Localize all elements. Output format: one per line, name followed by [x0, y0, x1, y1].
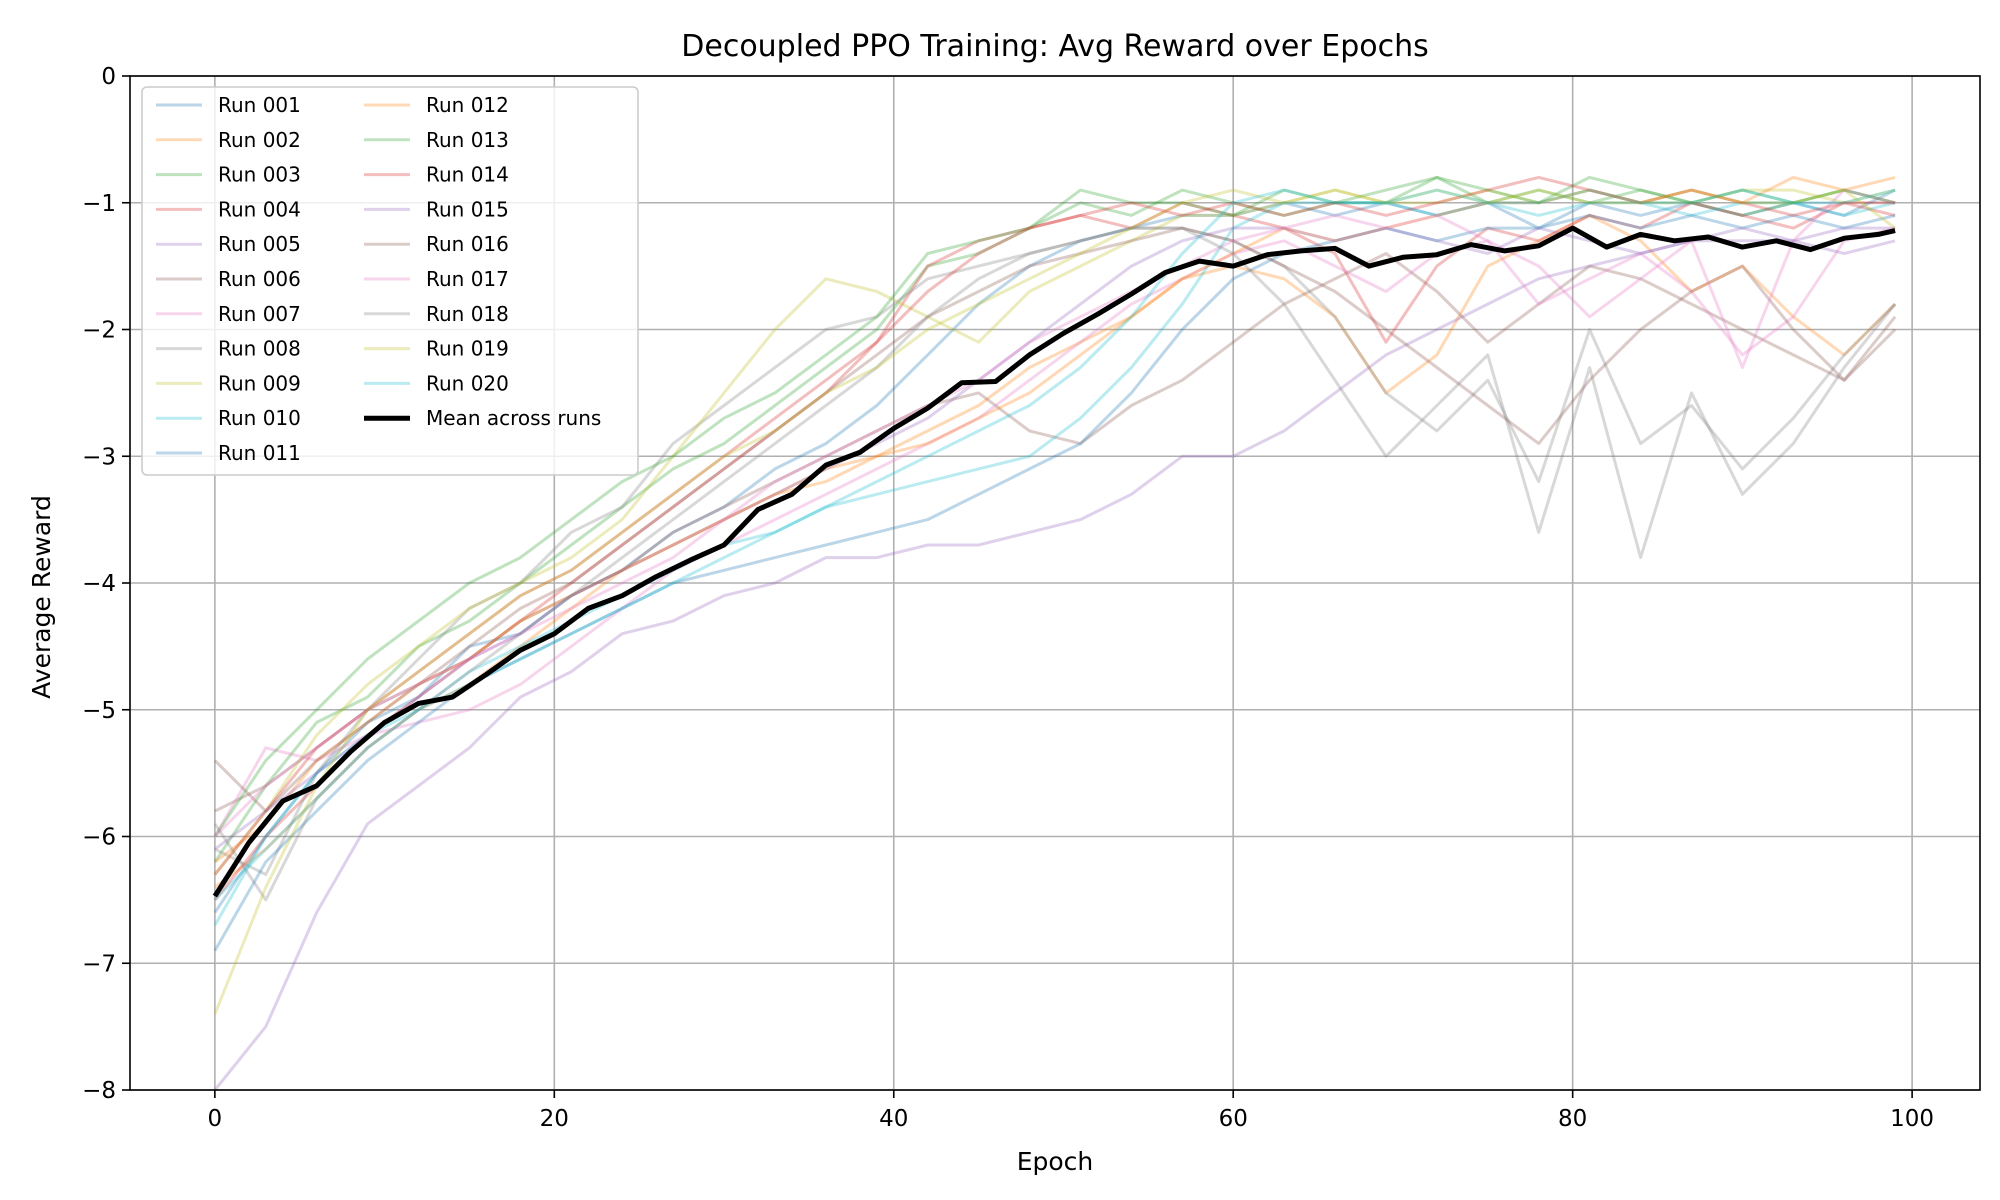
series-line-run-001: [213, 188, 1896, 914]
legend-label: Run 006: [218, 267, 301, 291]
y-tick-label: −5: [82, 698, 116, 724]
legend-label: Run 017: [426, 267, 509, 291]
series-line-run-018: [213, 226, 1897, 902]
x-tick-label: 40: [879, 1106, 908, 1132]
series-layer: [212, 175, 1897, 1091]
y-tick-label: 0: [101, 64, 116, 90]
chart-title: Decoupled PPO Training: Avg Reward over …: [681, 29, 1428, 64]
legend-label: Run 013: [426, 128, 509, 152]
y-axis: 0 −1 −2 −3 −4 −5 −6 −7 −8: [82, 64, 130, 1104]
series-line-run-017: [213, 188, 1896, 838]
legend-label: Run 004: [218, 197, 301, 221]
series-line-run-009: [213, 188, 1896, 876]
legend-label: Run 012: [426, 93, 509, 117]
series-line-run-012: [214, 175, 1896, 864]
x-tick-label: 80: [1558, 1106, 1587, 1132]
legend-label: Run 014: [426, 163, 509, 187]
x-tick-label: 20: [540, 1106, 569, 1132]
legend-label: Run 009: [218, 371, 301, 395]
series-line-run-004: [213, 201, 1896, 901]
x-axis: 0 20 40 60 80 100: [208, 1090, 1934, 1132]
legend-label: Run 020: [426, 371, 509, 395]
series-line-run-003: [213, 175, 1896, 863]
series-line-mean: [212, 225, 1896, 898]
x-tick-label: 0: [208, 1106, 223, 1132]
legend-label: Run 019: [426, 337, 509, 361]
x-axis-label: Epoch: [1017, 1147, 1094, 1176]
legend-box: [141, 86, 639, 476]
legend: Run 001 Run 002 Run 003 Run 004 Run 005 Run 0…: [141, 86, 639, 476]
series-line-run-010: [213, 201, 1896, 926]
legend-label: Run 018: [426, 302, 509, 326]
legend-label: Run 010: [218, 406, 301, 430]
x-tick-label: 60: [1219, 1106, 1248, 1132]
series-line-run-015: [214, 226, 1896, 851]
legend-label: Mean across runs: [426, 406, 601, 430]
legend-label: Run 016: [426, 232, 509, 256]
y-axis-label: Average Reward: [27, 495, 56, 699]
x-tick-label: 100: [1890, 1106, 1934, 1132]
series-line-run-019: [213, 188, 1896, 1015]
legend-label: Run 005: [218, 232, 301, 256]
legend-label: Run 011: [218, 441, 301, 465]
series-line-run-007: [213, 226, 1896, 838]
y-tick-label: −2: [82, 318, 116, 344]
legend-label: Run 002: [218, 128, 301, 152]
series-line-run-014: [213, 175, 1896, 876]
y-tick-label: −3: [82, 444, 116, 470]
series-line-run-016: [213, 226, 1897, 813]
y-tick-label: −4: [82, 571, 116, 597]
series-line-run-013: [213, 175, 1896, 838]
y-tick-label: −7: [82, 951, 116, 977]
legend-label: Run 003: [218, 163, 301, 187]
y-tick-label: −6: [82, 825, 116, 851]
series-line-run-006: [214, 252, 1897, 813]
legend-label: Run 001: [218, 93, 301, 117]
legend-label: Run 015: [426, 197, 509, 221]
series-line-run-008: [214, 226, 1897, 876]
legend-label: Run 007: [218, 302, 301, 326]
series-line-run-020: [213, 188, 1896, 901]
legend-label: Run 008: [218, 337, 301, 361]
series-line-run-011: [213, 213, 1896, 952]
y-tick-label: −1: [82, 191, 116, 217]
y-tick-label: −8: [82, 1078, 116, 1104]
series-line-run-005: [213, 226, 1896, 1091]
